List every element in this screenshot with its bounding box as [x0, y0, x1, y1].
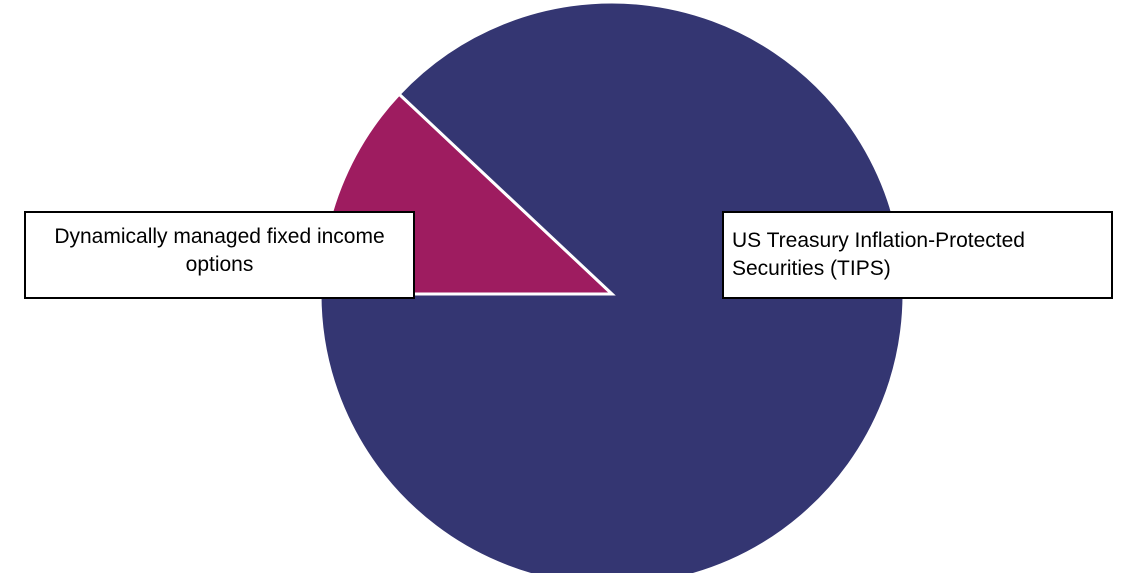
slice-us-treasury-tips — [318, 0, 906, 573]
slice-label-us-treasury-tips: US Treasury Inflation-Protected Securiti… — [722, 211, 1113, 299]
slice-label-dynamically-managed-fixed-income: Dynamically managed fixed income options — [24, 211, 415, 299]
